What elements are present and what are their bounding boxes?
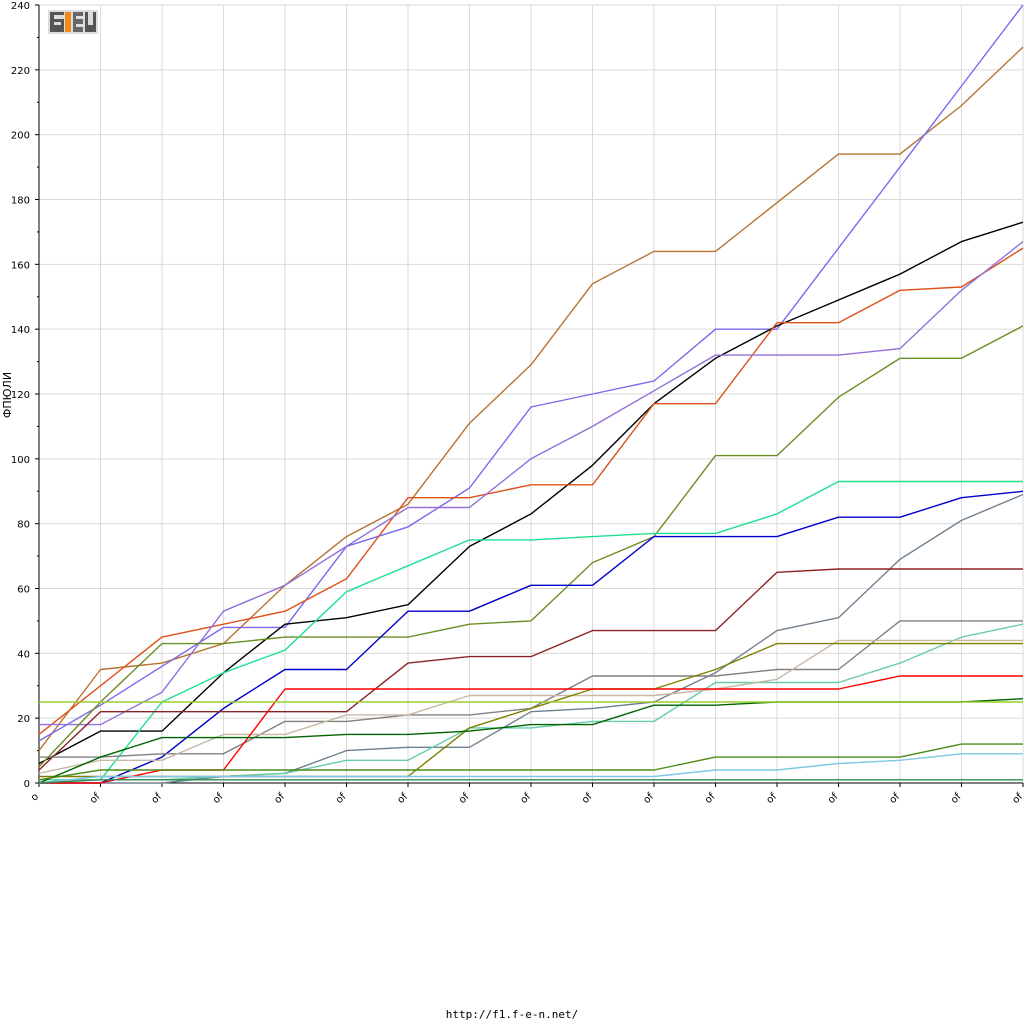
footer-url[interactable]: http://f1.f-e-n.net/: [445, 1008, 579, 1021]
series-line-4: [38, 247, 1024, 735]
series-line-19: [38, 753, 1023, 784]
y-tick-label: 80: [17, 520, 30, 531]
series-line-3: [38, 221, 1024, 765]
y-tick-labels: 0 20 40 60 80 100 120 140 160 180 200 220 240: [11, 1, 30, 790]
x-tick-label: of: [826, 791, 841, 806]
y-tick-label: 180: [11, 196, 30, 207]
series-line-18: [38, 743, 1023, 781]
y-tick-label: 60: [17, 585, 30, 596]
series-line-7: [39, 480, 1023, 781]
x-tick-label: of: [642, 791, 657, 806]
y-tick-label: 40: [17, 649, 30, 660]
y-tick-label: 0: [24, 779, 30, 790]
x-tick-label: o: [29, 791, 41, 803]
series-lines: [38, 4, 1024, 784]
y-axis-label: ФПЮЛИ: [1, 372, 14, 418]
axes: [35, 4, 1024, 787]
series-line-5: [39, 241, 1024, 726]
x-tick-label: of: [888, 791, 903, 806]
x-tick-label: of: [150, 791, 165, 806]
x-tick-label: of: [273, 791, 288, 806]
series-line-1: [38, 46, 1024, 752]
series-line-20: [38, 779, 1023, 784]
y-tick-label: 140: [11, 325, 30, 336]
series-line-12: [39, 623, 1024, 781]
x-tick-label: of: [334, 791, 349, 806]
series-line-6: [38, 325, 1024, 768]
x-tick-label: of: [1011, 791, 1024, 806]
series-line-8: [39, 490, 1024, 784]
grid: [38, 4, 1024, 784]
x-tick-label: of: [765, 791, 780, 806]
y-tick-label: 120: [11, 390, 30, 401]
y-tick-label: 240: [11, 1, 30, 12]
x-tick-label: of: [519, 791, 534, 806]
series-line-10: [38, 568, 1023, 771]
x-tick-labels: o of of of of of of of of of of of of of of of of: [29, 791, 1024, 806]
logo-icon: [48, 10, 98, 34]
y-tick-label: 100: [11, 455, 30, 466]
x-tick-label: of: [396, 791, 411, 806]
x-tick-label: of: [457, 791, 472, 806]
series-line-9: [39, 493, 1024, 784]
x-tick-label: of: [949, 791, 964, 806]
y-tick-label: 20: [17, 714, 30, 725]
x-tick-label: of: [580, 791, 595, 806]
y-tick-label: 160: [11, 260, 30, 271]
series-line-13: [38, 639, 1023, 774]
x-tick-label: of: [211, 791, 226, 806]
x-tick-label: of: [703, 791, 718, 806]
f1en-logo: [48, 10, 98, 34]
series-line-2: [38, 4, 1024, 742]
y-tick-label: 200: [11, 131, 30, 142]
x-tick-label: of: [88, 791, 103, 806]
y-tick-label: 220: [11, 66, 30, 77]
